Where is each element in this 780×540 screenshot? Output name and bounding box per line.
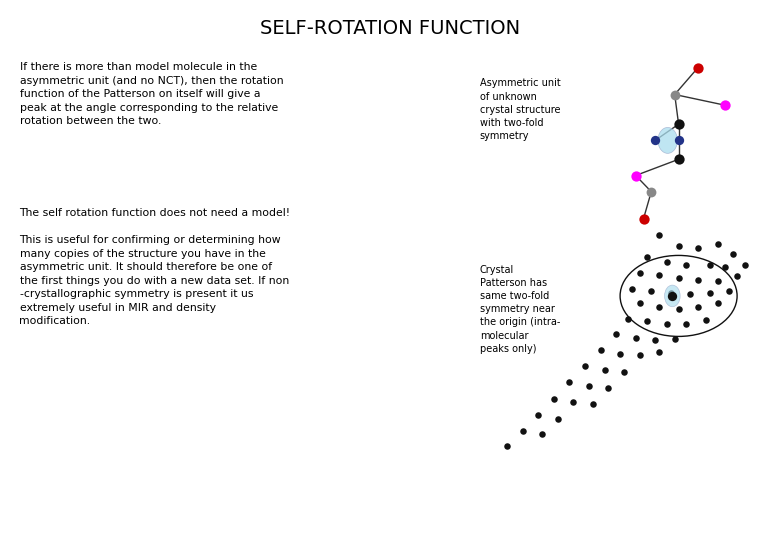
Point <box>692 244 704 253</box>
Text: Crystal
Patterson has
same two-fold
symmetry near
the origin (intra-
molecular
p: Crystal Patterson has same two-fold symm… <box>480 265 560 354</box>
Point <box>536 430 548 438</box>
Point <box>629 333 642 342</box>
Point <box>618 367 630 376</box>
Point <box>672 155 685 164</box>
Point <box>672 274 685 282</box>
Point <box>602 383 615 392</box>
Point <box>653 348 665 356</box>
Point <box>516 427 529 435</box>
Point <box>567 398 580 407</box>
Point <box>610 329 622 338</box>
Point <box>501 441 513 450</box>
Point <box>563 378 576 387</box>
Point <box>700 315 712 324</box>
Text: Asymmetric unit
of unknown
crystal structure
with two-fold
symmetry: Asymmetric unit of unknown crystal struc… <box>480 78 561 141</box>
Point <box>704 288 716 297</box>
Point <box>666 292 679 300</box>
Point <box>672 136 685 145</box>
Point <box>629 171 642 180</box>
Point <box>633 351 646 360</box>
Point <box>665 288 677 297</box>
Point <box>684 290 697 299</box>
Point <box>661 320 673 328</box>
Point <box>692 275 704 284</box>
Point <box>587 400 599 408</box>
Point <box>598 366 611 374</box>
Text: The self rotation function does not need a model!: The self rotation function does not need… <box>20 208 290 218</box>
Point <box>653 271 665 280</box>
Point <box>649 336 661 345</box>
Point <box>645 286 658 295</box>
Point <box>739 260 751 269</box>
Text: This is useful for confirming or determining how
many copies of the structure yo: This is useful for confirming or determi… <box>20 235 289 327</box>
Point <box>668 335 681 343</box>
Point <box>719 101 732 110</box>
Point <box>731 272 743 281</box>
Point <box>641 317 654 326</box>
Point <box>727 249 739 258</box>
Point <box>653 302 665 311</box>
Point <box>711 299 724 308</box>
Point <box>633 268 646 277</box>
Text: SELF-ROTATION FUNCTION: SELF-ROTATION FUNCTION <box>260 19 520 38</box>
Point <box>622 314 634 323</box>
Point <box>668 90 681 99</box>
Point <box>653 231 665 239</box>
Point <box>583 382 595 390</box>
Point <box>672 305 685 313</box>
Point <box>704 260 716 269</box>
Point <box>649 136 661 145</box>
Ellipse shape <box>658 127 677 153</box>
Point <box>723 286 736 295</box>
Point <box>672 120 685 129</box>
Point <box>719 263 732 272</box>
Point <box>548 394 560 403</box>
Point <box>661 258 673 266</box>
Point <box>680 260 693 269</box>
Text: If there is more than model molecule in the
asymmetric unit (and no NCT), then t: If there is more than model molecule in … <box>20 62 283 126</box>
Point <box>594 346 607 354</box>
Point <box>614 349 626 358</box>
Point <box>532 410 544 419</box>
Point <box>711 276 724 285</box>
Ellipse shape <box>665 285 680 307</box>
Point <box>672 241 685 250</box>
Point <box>645 187 658 196</box>
Point <box>626 285 638 293</box>
Point <box>637 214 650 223</box>
Point <box>692 302 704 311</box>
Point <box>633 299 646 308</box>
Point <box>711 240 724 248</box>
Point <box>680 320 693 328</box>
Point <box>551 414 564 423</box>
Point <box>641 252 654 261</box>
Point <box>579 362 591 370</box>
Point <box>692 63 704 72</box>
